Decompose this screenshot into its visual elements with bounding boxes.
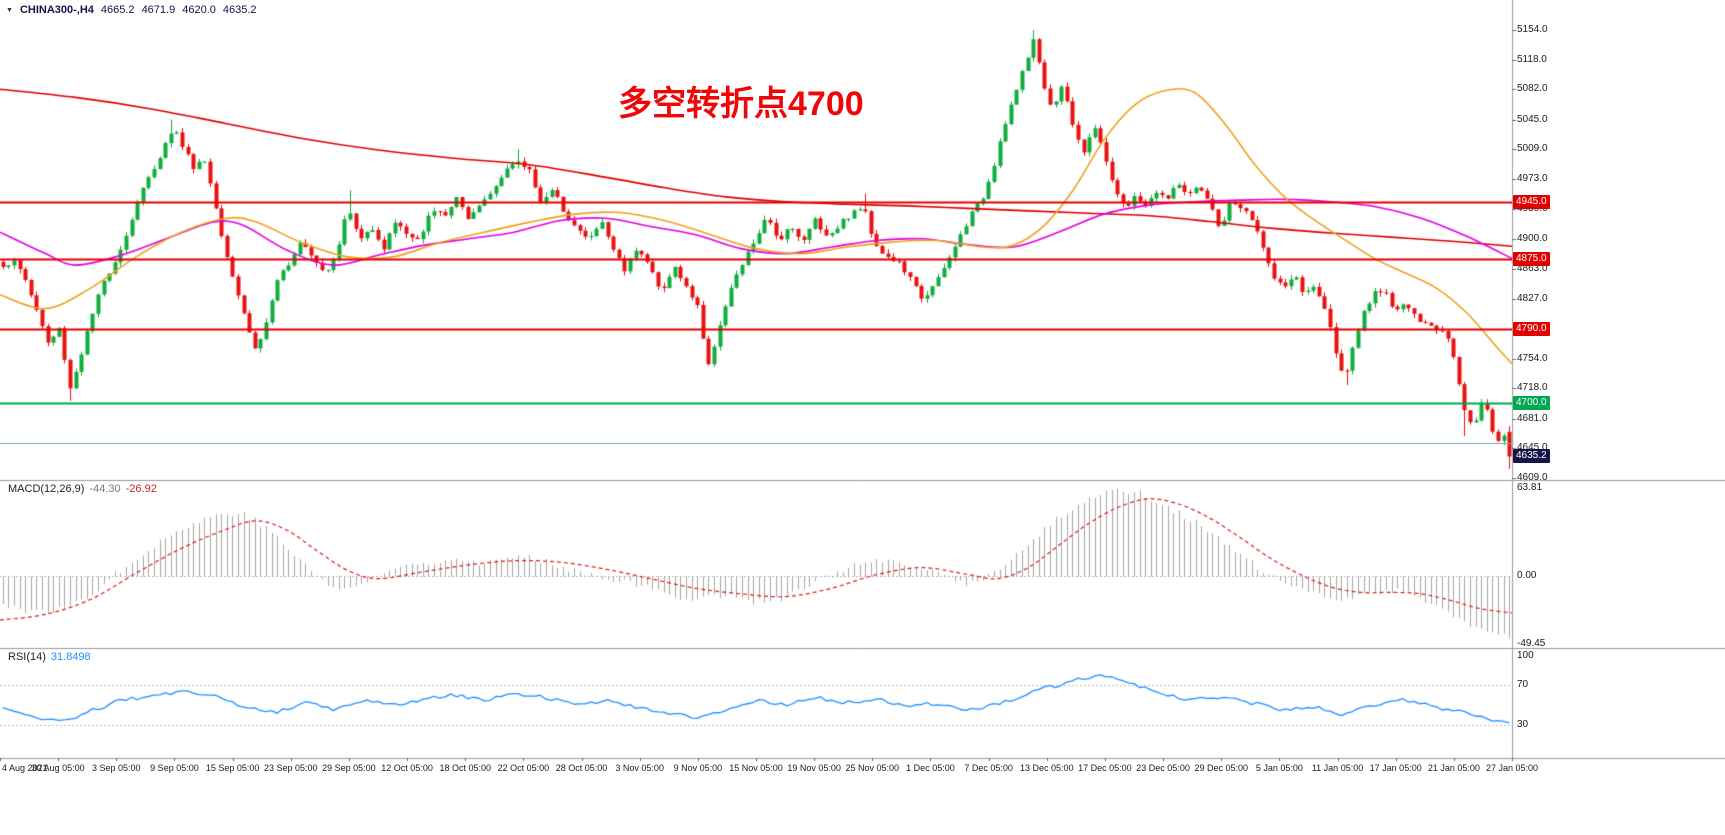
time-axis-label: 3 Sep 05:00 xyxy=(92,763,141,773)
price-axis-label: 5009.0 xyxy=(1517,143,1548,154)
high-value: 4671.9 xyxy=(141,4,176,16)
rsi-indicator-label: RSI(14) 31.8498 xyxy=(8,651,91,663)
price-level-badge: 4875.0 xyxy=(1513,252,1550,266)
macd-indicator-label: MACD(12,26,9) -44.30 -26.92 xyxy=(8,483,157,495)
time-axis-label: 28 Oct 05:00 xyxy=(555,763,608,773)
price-axis-label: 4718.0 xyxy=(1517,382,1548,393)
time-axis-label: 17 Jan 05:00 xyxy=(1369,763,1422,773)
time-axis-label: 22 Oct 05:00 xyxy=(497,763,550,773)
time-axis-label: 23 Dec 05:00 xyxy=(1136,763,1190,773)
price-axis-label: 5045.0 xyxy=(1517,114,1548,125)
chart-header: ▼ CHINA300-,H4 4665.2 4671.9 4620.0 4635… xyxy=(6,4,257,16)
low-value: 4620.0 xyxy=(182,4,216,16)
price-level-badge: 4700.0 xyxy=(1513,396,1550,410)
current-price-badge: 4635.2 xyxy=(1513,449,1550,463)
rsi-value: 31.8498 xyxy=(50,651,91,663)
time-axis-label: 30 Aug 05:00 xyxy=(31,763,85,773)
chart-annotation-text: 多空转折点4700 xyxy=(618,85,864,123)
time-axis-label: 21 Jan 05:00 xyxy=(1427,763,1480,773)
price-axis-label: 4754.0 xyxy=(1517,353,1548,364)
rsi-axis-label: 100 xyxy=(1517,650,1534,661)
time-axis-label: 12 Oct 05:00 xyxy=(381,763,433,773)
time-axis-label: 9 Sep 05:00 xyxy=(150,763,199,773)
time-axis-label: 4 Aug 2021 xyxy=(2,763,48,773)
macd-axis-label: 0.00 xyxy=(1517,570,1537,581)
time-axis-label: 13 Dec 05:00 xyxy=(1019,763,1074,773)
time-axis-label: 23 Sep 05:00 xyxy=(263,763,318,773)
time-axis-label: 25 Nov 05:00 xyxy=(845,763,900,773)
price-axis-label: 4827.0 xyxy=(1517,293,1548,304)
rsi-name: RSI(14) xyxy=(8,651,46,663)
price-axis-label: 4900.0 xyxy=(1517,233,1548,244)
close-value: 4635.2 xyxy=(222,4,257,16)
time-axis-label: 18 Oct 05:00 xyxy=(439,763,491,773)
macd-axis-label: 63.81 xyxy=(1517,482,1543,493)
time-axis-label: 19 Nov 05:00 xyxy=(787,763,841,773)
symbol-menu-icon[interactable]: ▼ xyxy=(6,6,13,14)
time-axis-label: 15 Sep 05:00 xyxy=(205,763,260,773)
price-level-badge: 4790.0 xyxy=(1513,322,1550,336)
time-axis-label: 5 Jan 05:00 xyxy=(1255,763,1303,773)
time-axis-label: 11 Jan 05:00 xyxy=(1311,763,1364,773)
price-axis-label: 4973.0 xyxy=(1517,173,1548,184)
price-axis-label: 5118.0 xyxy=(1517,54,1547,65)
macd-name: MACD(12,26,9) xyxy=(8,483,85,495)
rsi-axis-label: 30 xyxy=(1517,719,1529,730)
time-axis-label: 17 Dec 05:00 xyxy=(1078,763,1132,773)
rsi-axis-label: 70 xyxy=(1517,679,1529,690)
time-axis-label: 29 Dec 05:00 xyxy=(1194,763,1248,773)
price-axis-label: 5082.0 xyxy=(1517,83,1548,94)
price-axis-label: 4609.0 xyxy=(1517,472,1548,483)
price-axis-label: 4863.0 xyxy=(1517,263,1548,274)
symbol-timeframe-label: CHINA300-,H4 xyxy=(19,4,94,16)
macd-signal-value: -26.92 xyxy=(125,483,157,495)
macd-axis-label: -49.45 xyxy=(1517,638,1546,649)
price-level-badge: 4945.0 xyxy=(1513,195,1550,209)
time-axis-label: 1 Dec 05:00 xyxy=(906,763,955,773)
time-axis-label: 29 Sep 05:00 xyxy=(322,763,376,773)
price-axis-label: 5154.0 xyxy=(1517,24,1548,35)
price-axis-label: 4681.0 xyxy=(1517,413,1548,424)
time-axis-label: 27 Jan 05:00 xyxy=(1485,763,1539,773)
open-value: 4665.2 xyxy=(100,4,135,16)
macd-main-value: -44.30 xyxy=(89,483,121,495)
time-axis-label: 7 Dec 05:00 xyxy=(964,763,1013,773)
time-axis-label: 15 Nov 05:00 xyxy=(729,763,783,773)
time-axis-label: 9 Nov 05:00 xyxy=(673,763,723,773)
price-axis-label: 4645.0 xyxy=(1517,442,1548,453)
time-axis-label: 3 Nov 05:00 xyxy=(615,763,664,773)
